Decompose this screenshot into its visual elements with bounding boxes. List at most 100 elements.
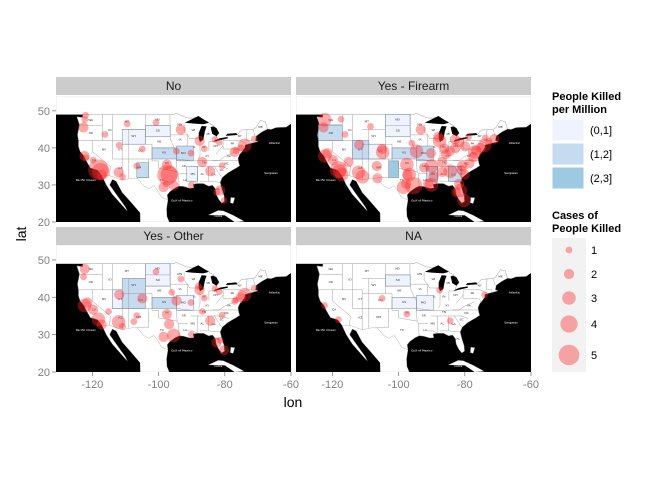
map-place-label: ID [108,278,112,282]
state-border [222,289,239,299]
case-point [415,124,426,135]
case-point [457,160,468,171]
state-border [187,134,190,139]
map-place-label: Pacific Ocean [76,328,96,332]
case-point [250,284,258,292]
map-place-label: MN [177,272,182,276]
map-place-label: KY [445,304,449,308]
great-lake [454,286,469,291]
case-point [446,317,454,325]
state-border [463,140,487,144]
case-point [81,116,89,124]
map-place-label: Cuba [214,214,222,218]
great-lake [438,275,447,292]
x-tick-label: -100 [148,379,170,391]
case-point [402,167,417,182]
map-place-label: FL [216,187,220,191]
state-border [456,145,464,154]
map-place-label: GA [211,322,216,326]
map-place-label: NE [397,289,401,293]
state-border [349,315,351,326]
state-border [196,315,198,334]
great-lake [424,265,449,274]
state-border [463,289,487,293]
y-tick-label: 40 [38,143,50,155]
size-legend-circle [560,315,578,333]
map-place-label: SD [396,278,401,282]
size-legend-label: 3 [591,293,597,305]
case-point [200,294,208,302]
state-border [252,278,256,286]
great-lake [198,126,207,142]
map-place-label: NM [136,315,141,319]
map-place-label: ID [348,128,352,132]
map-place-label: IL [193,145,196,149]
case-point [215,138,223,146]
great-lake [210,275,220,286]
case-point [80,273,87,281]
case-point [119,323,126,330]
map-place-label: MS [190,322,195,326]
map-place-label: Gulf of Mexico [411,199,433,203]
map-place-label: Cuba [454,214,462,218]
map-place-label: OH [213,293,218,297]
state-border [190,166,229,170]
case-point [355,170,370,184]
axes: lon lat 20 30 40 50 20 30 40 50 -120 -100 -80 -60 -1… [13,106,539,410]
case-point [215,288,223,296]
great-lake [465,282,478,285]
map-place-label: VA [227,154,232,158]
case-point [460,141,471,152]
map-place-label: KY [205,154,209,158]
map-area: CANADA Pacific Ocean Mexico Gulf of Mexico S… [56,96,291,222]
map-place-label: LA [183,178,188,182]
map-place-label: WI [431,128,435,132]
facet-strip-label: NA [405,229,422,243]
state-border [416,158,434,162]
case-point [161,309,172,320]
state-border [208,181,221,183]
map-place-label: ME [498,125,503,129]
state-border [453,315,462,327]
state-border [416,308,434,311]
map-place-label: AR [422,164,426,168]
map-place-label: UT [118,148,122,152]
fill-legend-label: (2,3] [590,173,612,185]
state-border [187,284,190,289]
map-place-label: SC [460,168,464,172]
map-place-label: UT [118,297,122,301]
mexico-land [101,175,170,222]
map-place-label: NY [238,284,242,288]
facet-strip [56,227,291,245]
case-point [216,336,224,344]
case-point [354,139,365,150]
great-lake [450,275,460,286]
map-place-label: AR [182,314,186,318]
great-lake [184,116,209,125]
case-point [321,302,328,309]
case-point [139,145,146,153]
bahamas-land [230,347,235,354]
map-place-label: ME [258,125,263,129]
map-place-label: WY [131,134,136,138]
map-place-label: NV [102,297,107,301]
great-lake [454,137,469,142]
fill-legend-title-line2: per Million [552,104,607,116]
case-point [250,135,258,143]
state-border [213,165,222,178]
case-point [188,331,195,338]
state-border [479,298,482,303]
state-border [332,140,351,167]
case-point [220,197,228,204]
map-place-label: FL [456,187,460,191]
bahamas-land [230,197,235,204]
state-border [239,149,242,154]
case-point [372,173,383,184]
size-legend-circle [565,246,573,254]
case-point [168,180,179,191]
map-place-label: PA [231,142,236,146]
map-place-label: WI [431,277,435,281]
case-point [437,166,448,178]
facet-strip-label: Yes - Firearm [378,79,450,93]
